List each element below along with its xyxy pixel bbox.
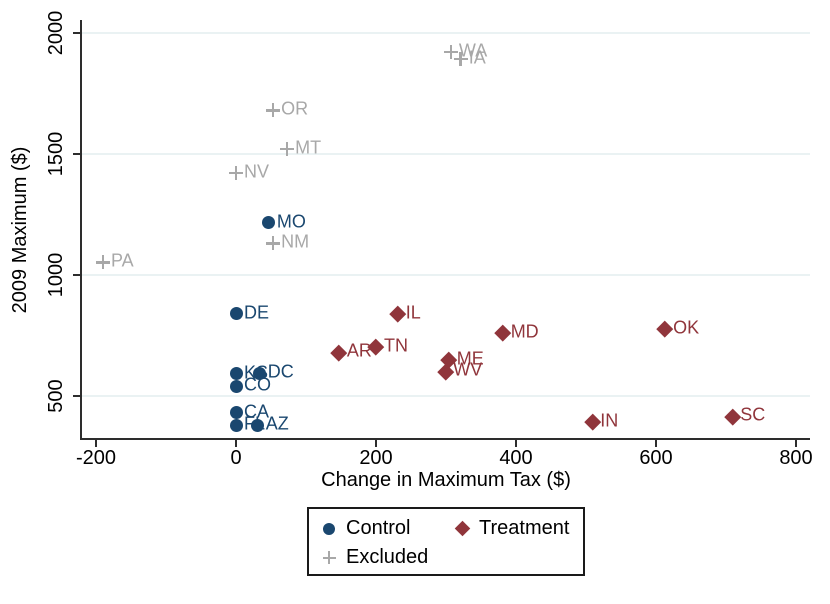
point-label-ia: IA — [468, 47, 486, 68]
control-circle-icon — [322, 522, 336, 536]
y-tick-text: 1500 — [45, 131, 67, 177]
point-label-sc: SC — [740, 404, 766, 425]
excluded-plus-icon — [266, 103, 281, 118]
point-label-pa: PA — [111, 250, 134, 271]
plot-area: 500 1000 1500 2000 -200 0 200 400 600 800 Change i… — [45, 11, 813, 490]
treatment-diamond-icon — [330, 344, 348, 361]
excluded-plus-icon — [280, 141, 295, 156]
treatment-diamond-icon — [454, 520, 470, 537]
x-tick-mark — [95, 440, 97, 447]
x-tick-label: 800 — [779, 447, 813, 469]
y-tick-text: 2000 — [45, 10, 67, 56]
excluded-plus-icon — [443, 45, 458, 59]
control-circle-icon — [251, 418, 265, 432]
excluded-plus-icon — [96, 255, 110, 270]
control-circle-icon — [262, 216, 276, 230]
control-circle-icon — [229, 307, 243, 321]
legend-label: Control — [346, 517, 411, 539]
excluded-plus-icon — [229, 166, 243, 181]
treatment-diamond-icon — [494, 324, 511, 341]
diamond-icon — [454, 520, 470, 537]
treatment-diamond-icon — [724, 408, 741, 425]
legend-item-excluded: Excluded — [322, 546, 428, 569]
point-label-dc: DC — [267, 361, 294, 382]
x-axis-line — [80, 438, 810, 440]
legend-label: Treatment — [479, 517, 570, 539]
y-tick-mark — [73, 273, 82, 276]
control-circle-icon — [229, 406, 243, 420]
control-circle-icon — [229, 418, 243, 432]
point-label-il: IL — [405, 302, 421, 323]
y-tick-text: 1000 — [45, 252, 67, 298]
point-label-ok: OK — [673, 317, 700, 338]
x-tick-mark — [235, 440, 237, 447]
point-label-de: DE — [244, 302, 270, 323]
point-label-mt: MT — [295, 137, 322, 158]
y-gridline — [82, 152, 810, 155]
excluded-plus-icon — [322, 551, 336, 565]
y-gridline — [82, 394, 810, 397]
x-tick-mark — [795, 440, 797, 447]
x-tick-mark — [655, 440, 657, 447]
circle-icon — [323, 522, 335, 535]
point-label-me: ME — [456, 348, 484, 369]
excluded-plus-icon — [453, 52, 468, 67]
treatment-diamond-icon — [389, 305, 406, 322]
point-label-az: AZ — [265, 413, 289, 434]
x-tick-mark — [375, 440, 377, 447]
control-circle-icon — [229, 379, 243, 393]
x-tick-label: 400 — [499, 447, 533, 469]
y-axis-line — [80, 20, 82, 440]
excluded-plus-icon — [266, 236, 281, 251]
point-label-nm: NM — [281, 231, 310, 252]
y-tick-mark — [73, 152, 82, 155]
control-circle-icon — [229, 367, 243, 381]
plus-icon — [322, 551, 336, 564]
point-label-wv: WV — [453, 359, 483, 380]
y-tick-mark — [73, 31, 82, 34]
x-tick-label: 200 — [359, 447, 393, 469]
point-label-in: IN — [600, 410, 619, 431]
y-gridline — [82, 273, 810, 276]
point-label-mo: MO — [276, 211, 306, 232]
control-circle-icon — [253, 366, 267, 380]
treatment-diamond-icon — [584, 413, 601, 431]
point-label-nv: NV — [244, 161, 270, 182]
point-label-or: OR — [281, 98, 309, 119]
point-label-wa: WA — [458, 40, 488, 61]
point-label-tn: TN — [384, 335, 408, 356]
x-tick-label: 600 — [639, 447, 673, 469]
y-tick-text: 500 — [45, 379, 67, 413]
treatment-diamond-icon — [656, 321, 674, 338]
x-tick-label: -200 — [75, 447, 117, 469]
x-tick-mark — [515, 440, 517, 447]
point-label-md: MD — [510, 321, 539, 342]
legend-box: Control Treatment Excluded — [307, 507, 585, 576]
legend-item-treatment: Treatment — [454, 517, 570, 540]
point-label-co: CO — [244, 374, 271, 395]
legend-item-control: Control — [322, 517, 410, 540]
point-label-ca: CA — [244, 401, 270, 422]
legend-label: Excluded — [346, 546, 429, 568]
x-tick-label: 0 — [230, 447, 242, 469]
x-axis-title: Change in Maximum Tax ($) — [321, 469, 571, 491]
y-tick-mark — [73, 394, 82, 397]
y-gridline — [82, 31, 810, 34]
point-label-ar: AR — [346, 340, 372, 361]
